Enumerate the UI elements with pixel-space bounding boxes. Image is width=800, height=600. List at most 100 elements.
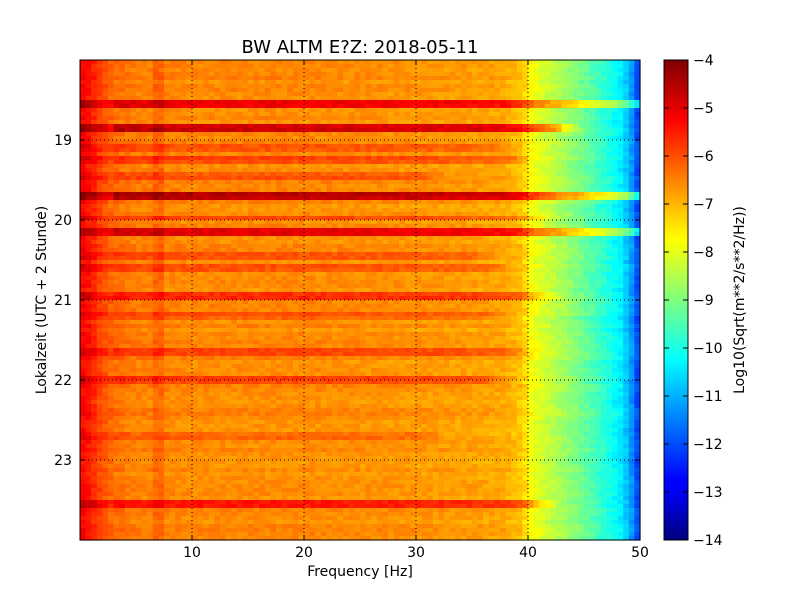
heatmap-cell bbox=[108, 252, 115, 257]
heatmap-cell bbox=[85, 84, 92, 89]
heatmap-cell bbox=[225, 80, 232, 85]
heatmap-cell bbox=[589, 168, 596, 173]
heatmap-cell bbox=[354, 164, 361, 169]
heatmap-cell bbox=[292, 104, 299, 109]
heatmap-cell bbox=[455, 112, 462, 117]
heatmap-cell bbox=[483, 140, 490, 145]
heatmap-cell bbox=[343, 92, 350, 97]
heatmap-cell bbox=[180, 200, 187, 205]
heatmap-cell bbox=[589, 236, 596, 241]
heatmap-cell bbox=[354, 104, 361, 109]
heatmap-cell bbox=[511, 212, 518, 217]
heatmap-cell bbox=[354, 132, 361, 137]
heatmap-cell bbox=[584, 208, 591, 213]
heatmap-cell bbox=[382, 168, 389, 173]
heatmap-cell bbox=[516, 220, 523, 225]
heatmap-cell bbox=[544, 100, 551, 105]
heatmap-cell bbox=[595, 68, 602, 73]
heatmap-cell bbox=[242, 64, 249, 69]
heatmap-cell bbox=[460, 140, 467, 145]
heatmap-cell bbox=[444, 236, 451, 241]
heatmap-cell bbox=[488, 204, 495, 209]
heatmap-cell bbox=[505, 84, 512, 89]
heatmap-cell bbox=[208, 232, 215, 237]
heatmap-cell bbox=[472, 84, 479, 89]
heatmap-cell bbox=[309, 164, 316, 169]
heatmap-cell bbox=[158, 124, 165, 129]
heatmap-cell bbox=[427, 196, 434, 201]
heatmap-cell bbox=[600, 172, 607, 177]
heatmap-cell bbox=[522, 244, 529, 249]
heatmap-cell bbox=[544, 136, 551, 141]
heatmap-cell bbox=[214, 180, 221, 185]
heatmap-cell bbox=[304, 200, 311, 205]
heatmap-cell bbox=[354, 196, 361, 201]
heatmap-cell bbox=[376, 152, 383, 157]
heatmap-cell bbox=[287, 152, 294, 157]
heatmap-cell bbox=[236, 172, 243, 177]
heatmap-cell bbox=[136, 160, 143, 165]
heatmap-cell bbox=[130, 96, 137, 101]
heatmap-cell bbox=[567, 228, 574, 233]
heatmap-cell bbox=[91, 136, 98, 141]
heatmap-cell bbox=[354, 124, 361, 129]
heatmap-cell bbox=[248, 176, 255, 181]
heatmap-cell bbox=[197, 244, 204, 249]
heatmap-cell bbox=[253, 68, 260, 73]
heatmap-cell bbox=[242, 208, 249, 213]
heatmap-cell bbox=[438, 208, 445, 213]
heatmap-cell bbox=[466, 248, 473, 253]
heatmap-cell bbox=[500, 160, 507, 165]
heatmap-cell bbox=[147, 92, 154, 97]
heatmap-cell bbox=[427, 244, 434, 249]
heatmap-cell bbox=[567, 148, 574, 153]
heatmap-cell bbox=[382, 80, 389, 85]
heatmap-cell bbox=[186, 80, 193, 85]
heatmap-cell bbox=[376, 68, 383, 73]
heatmap-cell bbox=[186, 196, 193, 201]
heatmap-cell bbox=[124, 136, 131, 141]
heatmap-cell bbox=[371, 124, 378, 129]
heatmap-cell bbox=[516, 160, 523, 165]
heatmap-cell bbox=[371, 196, 378, 201]
heatmap-cell bbox=[113, 256, 120, 261]
heatmap-cell bbox=[264, 132, 271, 137]
heatmap-cell bbox=[326, 132, 333, 137]
heatmap-cell bbox=[511, 112, 518, 117]
heatmap-cell bbox=[203, 208, 210, 213]
heatmap-cell bbox=[483, 60, 490, 65]
heatmap-cell bbox=[80, 216, 87, 221]
heatmap-cell bbox=[320, 124, 327, 129]
heatmap-cell bbox=[567, 128, 574, 133]
heatmap-cell bbox=[371, 68, 378, 73]
heatmap-cell bbox=[175, 132, 182, 137]
heatmap-cell bbox=[287, 96, 294, 101]
heatmap-cell bbox=[584, 96, 591, 101]
heatmap-cell bbox=[365, 204, 372, 209]
heatmap-cell bbox=[382, 256, 389, 261]
heatmap-cell bbox=[304, 188, 311, 193]
heatmap-cell bbox=[164, 252, 171, 257]
heatmap-cell bbox=[264, 212, 271, 217]
heatmap-cell bbox=[505, 204, 512, 209]
heatmap-cell bbox=[589, 108, 596, 113]
heatmap-cell bbox=[472, 248, 479, 253]
heatmap-cell bbox=[533, 204, 540, 209]
heatmap-cell bbox=[102, 224, 109, 229]
heatmap-cell bbox=[584, 256, 591, 261]
heatmap-cell bbox=[584, 100, 591, 105]
heatmap-cell bbox=[259, 172, 266, 177]
heatmap-cell bbox=[472, 80, 479, 85]
heatmap-cell bbox=[248, 172, 255, 177]
heatmap-cell bbox=[236, 200, 243, 205]
heatmap-cell bbox=[169, 220, 176, 225]
heatmap-cell bbox=[511, 84, 518, 89]
heatmap-cell bbox=[595, 152, 602, 157]
heatmap-cell bbox=[388, 244, 395, 249]
heatmap-cell bbox=[136, 68, 143, 73]
heatmap-cell bbox=[113, 140, 120, 145]
heatmap-cell bbox=[455, 248, 462, 253]
heatmap-cell bbox=[80, 88, 87, 93]
heatmap-cell bbox=[186, 220, 193, 225]
heatmap-cell bbox=[500, 212, 507, 217]
